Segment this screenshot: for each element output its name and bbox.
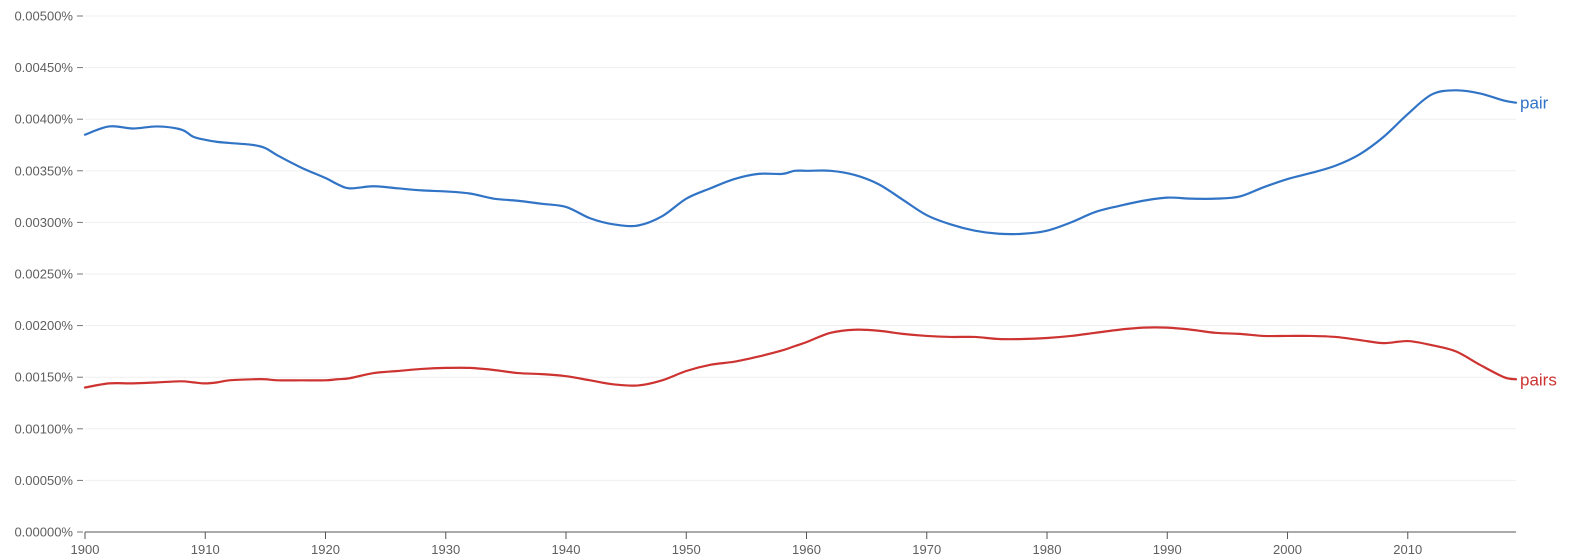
y-tick-label: 0.00500% (14, 9, 73, 24)
x-tick-label: 1940 (552, 542, 581, 557)
y-tick-label: 0.00450% (14, 60, 73, 75)
gridlines (85, 15, 1516, 481)
series-label-pair: pair (1520, 94, 1549, 113)
y-tick-label: 0.00300% (14, 215, 73, 230)
x-tick-label: 2000 (1273, 542, 1302, 557)
y-axis: 0.00000% 0.00050% 0.00100% 0.00150% 0.00200%… (14, 9, 83, 540)
x-axis: 1900 1910 1920 1930 1940 1950 1960 1970 1980 1990… (71, 531, 1516, 557)
y-tick-label: 0.00050% (14, 473, 73, 488)
series-line-pair[interactable] (83, 89, 1518, 236)
y-tick-label: 0.00250% (14, 267, 73, 282)
y-tick-label: 0.00350% (14, 163, 73, 178)
series-label-pairs: pairs (1520, 370, 1557, 389)
x-tick-label: 1970 (912, 542, 941, 557)
x-tick-label: 1910 (191, 542, 220, 557)
y-tick-label: 0.00100% (14, 421, 73, 436)
x-tick-label: 1920 (311, 542, 340, 557)
x-tick-label: 1900 (71, 542, 100, 557)
x-tick-label: 1960 (792, 542, 821, 557)
x-tick-label: 1930 (431, 542, 460, 557)
y-tick-label: 0.00000% (14, 525, 73, 540)
y-tick-label: 0.00150% (14, 370, 73, 385)
x-tick-label: 2010 (1393, 542, 1422, 557)
series-line-pairs[interactable] (83, 326, 1518, 389)
x-tick-label: 1990 (1153, 542, 1182, 557)
series-lines: pair pairs (83, 89, 1557, 389)
y-tick-label: 0.00400% (14, 112, 73, 127)
y-tick-label: 0.00200% (14, 318, 73, 333)
x-tick-label: 1950 (672, 542, 701, 557)
x-tick-label: 1980 (1033, 542, 1062, 557)
